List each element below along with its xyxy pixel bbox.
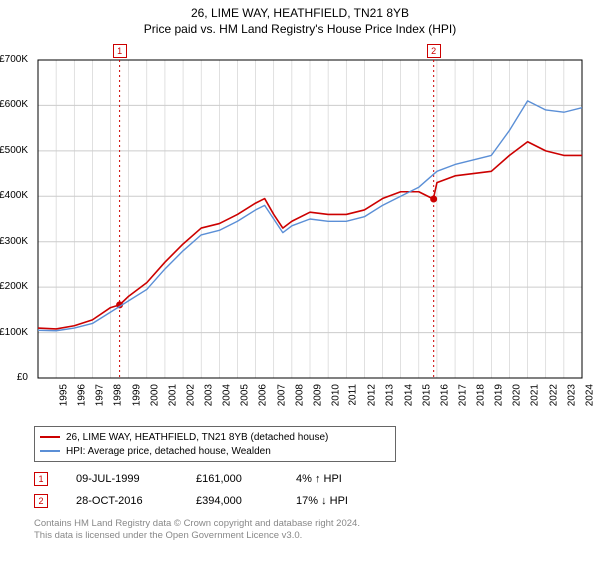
legend-item-hpi: HPI: Average price, detached house, Weal… [40,444,390,458]
x-tick-label: 2003 [203,384,214,406]
y-tick-label: £300K [0,236,28,247]
y-tick-label: £500K [0,145,28,156]
x-tick-label: 2006 [258,384,269,406]
legend: 26, LIME WAY, HEATHFIELD, TN21 8YB (deta… [34,426,396,462]
chart: £0£100K£200K£300K£400K£500K£600K£700K 19… [34,42,586,382]
table-row: 2 28-OCT-2016 £394,000 17% ↓ HPI [34,490,600,512]
y-tick-label: £400K [0,190,28,201]
sale-price: £394,000 [196,495,296,507]
legend-swatch [40,450,60,452]
sale-date: 09-JUL-1999 [76,473,196,485]
sale-marker-flag: 2 [427,44,441,58]
x-tick-label: 2015 [421,384,432,406]
x-tick-label: 2001 [167,384,178,406]
x-tick-label: 2024 [584,384,595,406]
sale-marker-flag: 1 [113,44,127,58]
sale-date: 28-OCT-2016 [76,495,196,507]
x-tick-label: 2012 [367,384,378,406]
page: 26, LIME WAY, HEATHFIELD, TN21 8YB Price… [0,6,600,566]
x-tick-label: 2014 [403,384,414,406]
sale-pct-vs-hpi: 4% ↑ HPI [296,473,406,485]
x-tick-label: 1996 [76,384,87,406]
title-address: 26, LIME WAY, HEATHFIELD, TN21 8YB [0,6,600,20]
x-tick-label: 2013 [385,384,396,406]
y-tick-label: £200K [0,281,28,292]
x-tick-label: 2000 [149,384,160,406]
x-tick-label: 2016 [439,384,450,406]
x-tick-label: 2017 [457,384,468,406]
x-tick-label: 2019 [493,384,504,406]
sale-marker-badge: 1 [34,472,48,486]
sale-pct-vs-hpi: 17% ↓ HPI [296,495,406,507]
sales-table: 1 09-JUL-1999 £161,000 4% ↑ HPI 2 28-OCT… [34,468,600,512]
y-tick-label: £100K [0,327,28,338]
legend-item-price-paid: 26, LIME WAY, HEATHFIELD, TN21 8YB (deta… [40,430,390,444]
y-tick-label: £700K [0,54,28,65]
x-tick-label: 2011 [348,384,359,406]
x-tick-label: 2018 [475,384,486,406]
x-tick-label: 2005 [240,384,251,406]
x-tick-label: 2021 [530,384,541,406]
x-tick-label: 1995 [58,384,69,406]
x-tick-label: 2009 [312,384,323,406]
x-tick-label: 2002 [185,384,196,406]
x-tick-label: 2008 [294,384,305,406]
legend-label: HPI: Average price, detached house, Weal… [66,446,271,457]
x-tick-label: 2010 [330,384,341,406]
x-tick-label: 2007 [276,384,287,406]
footer-line: This data is licensed under the Open Gov… [34,530,600,542]
legend-label: 26, LIME WAY, HEATHFIELD, TN21 8YB (deta… [66,432,328,443]
y-tick-label: £0 [0,372,28,383]
sale-price: £161,000 [196,473,296,485]
table-row: 1 09-JUL-1999 £161,000 4% ↑ HPI [34,468,600,490]
legend-swatch [40,436,60,438]
y-tick-label: £600K [0,99,28,110]
x-tick-label: 1999 [131,384,142,406]
x-tick-label: 2020 [512,384,523,406]
x-tick-label: 2004 [221,384,232,406]
footer-line: Contains HM Land Registry data © Crown c… [34,518,600,530]
x-tick-label: 2023 [566,384,577,406]
x-tick-label: 1997 [95,384,106,406]
x-tick-label: 2022 [548,384,559,406]
footer-attribution: Contains HM Land Registry data © Crown c… [34,518,600,543]
x-tick-label: 1998 [113,384,124,406]
title-subtitle: Price paid vs. HM Land Registry's House … [0,22,600,36]
sale-marker-badge: 2 [34,494,48,508]
chart-svg [34,42,586,382]
